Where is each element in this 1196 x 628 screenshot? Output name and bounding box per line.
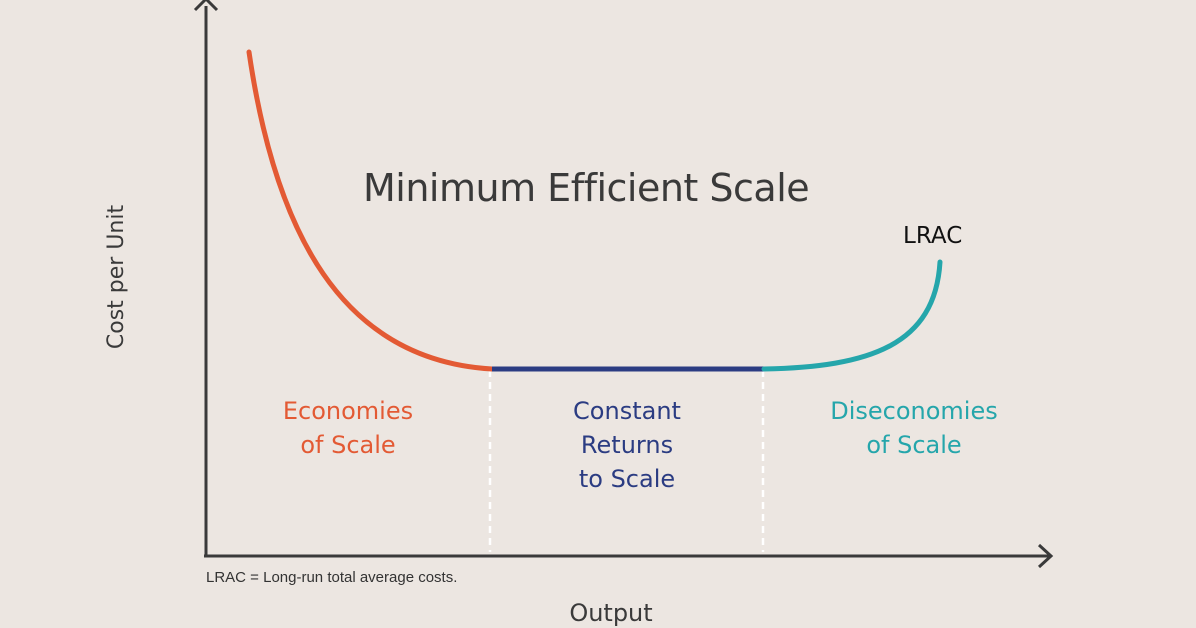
x-axis-arrowhead <box>1037 543 1054 569</box>
constant-label-line-2: Returns <box>580 431 674 459</box>
y-axis-label: Cost per Unit <box>104 204 129 350</box>
lrac-curve-label: LRAC <box>903 223 963 249</box>
diseconomies-label-line-2: of Scale <box>866 431 962 459</box>
economies-label-line-2: of Scale <box>300 431 396 459</box>
constant-label-line-3: to Scale <box>578 465 676 493</box>
constant-returns-label: Constant Returns to Scale <box>537 394 717 496</box>
diagram-title: Minimum Efficient Scale <box>363 166 810 210</box>
diseconomies-label-line-1: Diseconomies <box>830 397 998 425</box>
constant-label-line-1: Constant <box>573 397 681 425</box>
footnote: LRAC = Long-run total average costs. <box>206 569 458 586</box>
diseconomies-of-scale-label: Diseconomies of Scale <box>814 394 1014 462</box>
x-axis-label: Output <box>569 599 653 627</box>
economies-of-scale-label: Economies of Scale <box>258 394 438 462</box>
lrac-economies-segment <box>246 49 495 372</box>
y-axis-arrowhead <box>193 0 219 12</box>
lrac-diseconomies-segment <box>761 259 943 372</box>
economies-label-line-1: Economies <box>282 397 414 425</box>
